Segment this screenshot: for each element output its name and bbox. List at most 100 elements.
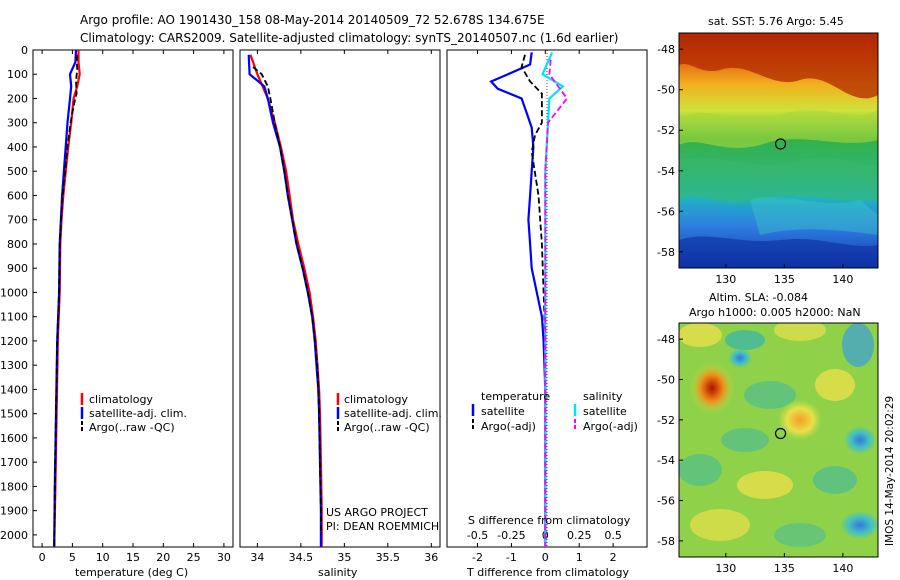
argo-float-marker bbox=[774, 138, 787, 150]
legend-climatology-label: climatology bbox=[344, 393, 408, 406]
legend-s-satellite-label: satellite bbox=[583, 405, 627, 418]
y-tick-label: 700 bbox=[7, 214, 28, 227]
x-tick-label: 35.5 bbox=[376, 551, 401, 564]
y-tick-label: 300 bbox=[7, 117, 28, 130]
difference-profile-lines bbox=[489, 51, 569, 547]
y-tick-label: 1800 bbox=[0, 480, 28, 493]
s-tick-label: 0.5 bbox=[604, 529, 622, 542]
y-tick-label: 2000 bbox=[0, 529, 28, 542]
legend-t-argo-label: Argo(-adj) bbox=[481, 420, 536, 433]
difference-line-0 bbox=[489, 52, 547, 547]
x-tick-label: 1 bbox=[576, 551, 583, 564]
salinity-profile-lines bbox=[247, 54, 323, 547]
y-tick-label: 1300 bbox=[0, 359, 28, 372]
project-label: US ARGO PROJECT bbox=[326, 506, 428, 519]
legend-argo-label: Argo(..raw -QC) bbox=[344, 421, 430, 434]
sst-map-ticks: 130 135 140 -48 -50 -52 -54 -56 -58 bbox=[657, 43, 853, 286]
sst-heatmap bbox=[679, 33, 878, 268]
temperature-legend: climatology satellite-adj. clim. Argo(..… bbox=[80, 393, 187, 434]
difference-line-1 bbox=[520, 54, 547, 535]
map-y-tick-label: -48 bbox=[657, 333, 675, 346]
map-y-tick-label: -54 bbox=[657, 454, 675, 467]
map-x-tick-label: 135 bbox=[774, 273, 795, 286]
sla-map-title-line1: Altim. SLA: -0.084 bbox=[709, 291, 808, 304]
series-line-2 bbox=[252, 66, 322, 535]
x-tick-label: -1 bbox=[506, 551, 517, 564]
sla-map-frame bbox=[678, 322, 879, 558]
y-tick-label: 1100 bbox=[0, 311, 28, 324]
figure-title-line1: Argo profile: AO 1901430_158 08-May-2014… bbox=[80, 13, 545, 27]
legend-t-satellite-label: satellite bbox=[481, 405, 525, 418]
map-x-tick-label: 140 bbox=[832, 273, 853, 286]
salinity-axis-label: salinity bbox=[318, 566, 358, 579]
y-tick-label: 800 bbox=[7, 238, 28, 251]
sla-map-ticks: 130 135 140 -48 -50 -52 -54 -56 -58 bbox=[657, 333, 853, 575]
legend-satellite-label: satellite-adj. clim. bbox=[344, 407, 442, 420]
figure-title-line2: Climatology: CARS2009. Satellite-adjuste… bbox=[80, 31, 618, 45]
y-tick-label: 900 bbox=[7, 262, 28, 275]
x-tick-label: 0 bbox=[39, 551, 46, 564]
sst-map-panel: sat. SST: 5.76 Argo: 5.45 130 135 140 -48 -5… bbox=[657, 15, 879, 286]
pi-label: PI: DEAN ROEMMICH bbox=[326, 520, 439, 533]
legend-temperature-title: temperature bbox=[481, 390, 550, 403]
y-tick-label: 600 bbox=[7, 189, 28, 202]
x-tick-label: 0 bbox=[542, 551, 549, 564]
x-tick-label: 36 bbox=[424, 551, 438, 564]
difference-panel: -2 -1 0 1 2-0.5 -0.25 0 0.25 0.5 T difference fr… bbox=[446, 49, 648, 579]
salinity-plot-frame bbox=[239, 49, 441, 548]
map-y-tick-label: -52 bbox=[657, 414, 675, 427]
map-x-tick-label: 135 bbox=[774, 562, 795, 575]
map-x-tick-label: 130 bbox=[715, 562, 736, 575]
y-tick-label: 1000 bbox=[0, 286, 28, 299]
series-line-2 bbox=[53, 54, 79, 548]
y-tick-label: 100 bbox=[7, 68, 28, 81]
x-tick-label: 15 bbox=[126, 551, 140, 564]
map-y-tick-label: -56 bbox=[657, 205, 675, 218]
map-y-tick-label: -48 bbox=[657, 43, 675, 56]
legend-s-argo-label: Argo(-adj) bbox=[583, 420, 638, 433]
difference-axis-ticks: -2 -1 0 1 2-0.5 -0.25 0 0.25 0.5 bbox=[467, 50, 622, 564]
x-tick-label: 5 bbox=[69, 551, 76, 564]
salinity-axis-ticks: 34 34.5 35 35.5 36 bbox=[250, 50, 438, 564]
temperature-axis-ticks: 0 5 10 15 20 25 30 bbox=[39, 50, 231, 564]
y-tick-label: 400 bbox=[7, 141, 28, 154]
difference-legend: temperature satellite Argo(-adj) salinit… bbox=[471, 390, 638, 433]
y-tick-label: 1600 bbox=[0, 432, 28, 445]
legend-climatology-label: climatology bbox=[89, 393, 153, 406]
map-x-tick-label: 130 bbox=[715, 273, 736, 286]
y-tick-label: 500 bbox=[7, 165, 28, 178]
sla-heatmap bbox=[679, 323, 878, 557]
x-tick-label: -2 bbox=[472, 551, 483, 564]
x-tick-label: 25 bbox=[187, 551, 201, 564]
x-tick-label: 20 bbox=[156, 551, 170, 564]
sla-map-panel: Altim. SLA: -0.084 Argo h1000: 0.005 h20… bbox=[657, 291, 896, 575]
map-y-tick-label: -58 bbox=[657, 535, 675, 548]
sst-map-title: sat. SST: 5.76 Argo: 5.45 bbox=[708, 15, 844, 28]
difference-line-2 bbox=[541, 51, 565, 547]
x-tick-label: 10 bbox=[96, 551, 110, 564]
temperature-axis-label: temperature (deg C) bbox=[75, 566, 188, 579]
temperature-profile-lines bbox=[53, 49, 81, 548]
s-difference-axis-label: S difference from climatology bbox=[468, 514, 631, 527]
x-tick-label: 34 bbox=[250, 551, 264, 564]
map-y-tick-label: -54 bbox=[657, 165, 675, 178]
map-y-tick-label: -58 bbox=[657, 246, 675, 259]
x-tick-label: 35 bbox=[337, 551, 351, 564]
map-y-tick-label: -56 bbox=[657, 495, 675, 508]
temperature-plot-frame bbox=[32, 49, 234, 548]
sst-map-frame bbox=[678, 32, 879, 269]
s-tick-label: -0.25 bbox=[497, 529, 525, 542]
x-tick-label: 30 bbox=[217, 551, 231, 564]
y-tick-label: 1500 bbox=[0, 408, 28, 421]
y-tick-label: 1700 bbox=[0, 456, 28, 469]
y-tick-label: 1200 bbox=[0, 335, 28, 348]
salinity-legend: climatology satellite-adj. clim. Argo(..… bbox=[336, 393, 442, 434]
legend-salinity-title: salinity bbox=[583, 390, 623, 403]
sla-map-title-line2: Argo h1000: 0.005 h2000: NaN bbox=[689, 306, 861, 319]
x-tick-label: 2 bbox=[610, 551, 617, 564]
temperature-panel: 0100200300400500600700800900100011001200… bbox=[0, 44, 451, 579]
y-tick-label: 1900 bbox=[0, 505, 28, 518]
s-tick-label: 0.25 bbox=[567, 529, 592, 542]
legend-satellite-label: satellite-adj. clim. bbox=[89, 407, 187, 420]
